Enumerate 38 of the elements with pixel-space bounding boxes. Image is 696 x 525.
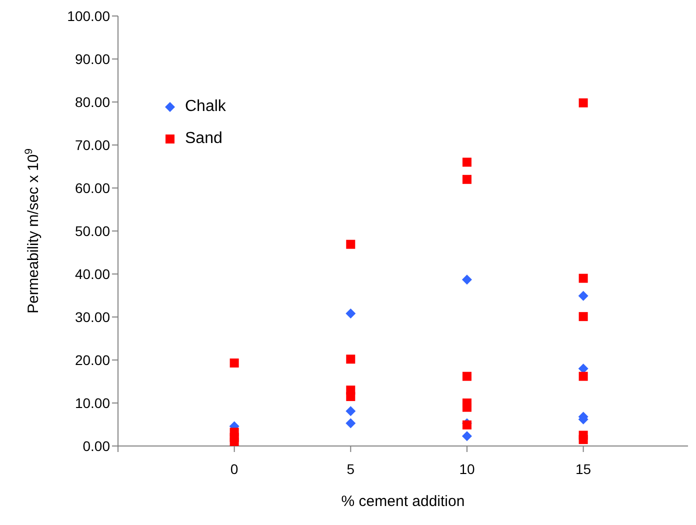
point bbox=[578, 312, 588, 322]
y-tick-label: 30.00 bbox=[74, 308, 110, 325]
point bbox=[230, 358, 239, 368]
y-tick-label: 80.00 bbox=[74, 94, 110, 110]
point bbox=[462, 402, 472, 412]
point bbox=[346, 418, 356, 428]
point bbox=[578, 435, 588, 444]
point bbox=[462, 431, 472, 442]
y-tick-label: 100.00 bbox=[67, 8, 110, 24]
point bbox=[578, 290, 588, 301]
y-tick-label: 0.00 bbox=[82, 438, 110, 454]
y-tick-label: 50.00 bbox=[74, 222, 110, 239]
point bbox=[230, 437, 239, 446]
legend-label: Sand bbox=[185, 130, 222, 148]
x-tick-label: 10 bbox=[459, 460, 475, 477]
point bbox=[462, 274, 472, 285]
y-tick-label: 90.00 bbox=[74, 50, 110, 67]
x-tick-label: 0 bbox=[230, 460, 238, 477]
point bbox=[462, 158, 472, 167]
y-tick-label: 10.00 bbox=[74, 394, 110, 411]
x-axis-title: % cement addition bbox=[341, 493, 465, 510]
y-tick-label: 20.00 bbox=[74, 352, 110, 368]
point bbox=[346, 308, 356, 319]
y-tick-label: 40.00 bbox=[74, 266, 110, 282]
point bbox=[462, 372, 472, 381]
point bbox=[578, 274, 588, 283]
point bbox=[578, 98, 588, 108]
point bbox=[346, 406, 356, 416]
y-tick-label: 60.00 bbox=[74, 180, 110, 196]
x-tick-label: 15 bbox=[576, 460, 592, 477]
point bbox=[346, 240, 356, 249]
point bbox=[462, 174, 472, 184]
legend-label: Chalk bbox=[185, 98, 226, 116]
x-tick-label: 5 bbox=[346, 460, 355, 477]
point bbox=[346, 354, 356, 364]
point bbox=[578, 372, 588, 381]
point bbox=[346, 392, 356, 402]
y-tick-label: 70.00 bbox=[74, 136, 110, 153]
